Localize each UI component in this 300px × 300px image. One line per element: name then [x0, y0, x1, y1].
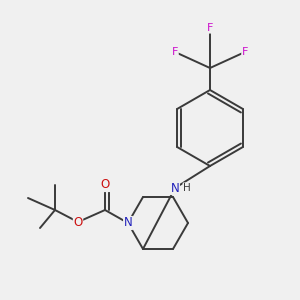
Text: N: N	[124, 217, 132, 230]
Text: F: F	[207, 23, 213, 33]
Text: O: O	[100, 178, 109, 191]
Text: N: N	[171, 182, 179, 194]
Text: F: F	[242, 47, 248, 57]
Text: F: F	[172, 47, 178, 57]
Text: H: H	[183, 183, 191, 193]
Text: O: O	[74, 215, 82, 229]
